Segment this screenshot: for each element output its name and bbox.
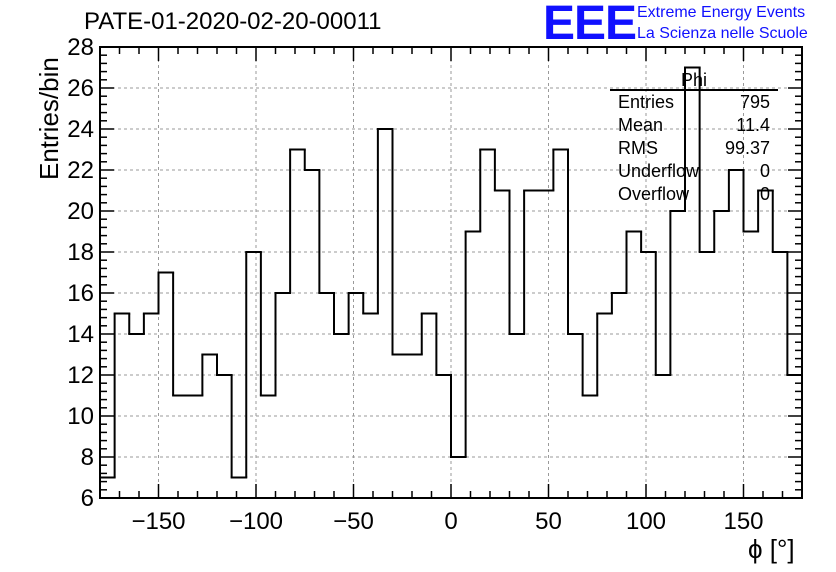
stats-value: 795 — [739, 92, 770, 112]
logo-caption-line1: Extreme Energy Events — [637, 4, 806, 21]
y-tick-label: 20 — [67, 198, 94, 225]
histogram-series — [99, 66, 803, 498]
stats-value: 11.4 — [736, 115, 770, 135]
stats-value: 99.37 — [724, 138, 770, 158]
axis-ticks — [99, 46, 803, 499]
stats-title: Phi — [680, 70, 707, 90]
y-axis-label: Entries/bin — [34, 57, 64, 180]
chart-title: PATE-01-2020-02-20-00011 — [84, 8, 382, 35]
stats-key: RMS — [618, 138, 658, 158]
y-tick-label: 8 — [81, 444, 94, 471]
y-tick-label: 16 — [67, 280, 94, 307]
stats-row: Entries 795 — [618, 92, 770, 114]
y-tick-label: 12 — [67, 362, 94, 389]
y-tick-label: 24 — [67, 116, 94, 143]
tick-labels: −150 −100 −50 0 50 100 150 6 8 10 12 14 16 18 20 22 24 26… — [67, 34, 763, 535]
x-tick-label: −150 — [131, 508, 185, 535]
stats-value: 0 — [759, 184, 770, 204]
y-tick-label: 6 — [81, 485, 94, 512]
stats-row: RMS 99.37 — [618, 138, 770, 160]
y-tick-label: 14 — [67, 321, 94, 348]
eee-logo: EEE — [543, 0, 637, 50]
y-tick-label: 18 — [67, 239, 94, 266]
stats-divider — [610, 89, 778, 91]
x-tick-label: 50 — [535, 508, 562, 535]
x-axis-label: ϕ [°] — [748, 534, 795, 564]
stats-row: Overflow 0 — [618, 184, 770, 206]
stats-key: Entries — [618, 92, 675, 112]
stats-row: Mean 11.4 — [618, 115, 770, 137]
logo-caption-line2: La Scienza nelle Scuole — [637, 25, 808, 42]
y-tick-label: 26 — [67, 75, 94, 102]
y-tick-label: 28 — [67, 34, 94, 61]
y-tick-label: 10 — [67, 403, 94, 430]
x-tick-label: 100 — [626, 508, 666, 535]
stats-row: Underflow 0 — [618, 161, 770, 183]
stats-value: 0 — [759, 161, 770, 181]
stats-key: Overflow — [618, 184, 690, 204]
stats-key: Underflow — [618, 161, 700, 181]
y-tick-label: 22 — [67, 157, 94, 184]
x-tick-label: 150 — [723, 508, 763, 535]
x-tick-label: −100 — [229, 508, 283, 535]
y-axis-label-box: Entries/bin — [4, 57, 64, 230]
x-tick-label: 0 — [444, 508, 457, 535]
x-tick-label: −50 — [333, 508, 374, 535]
stats-key: Mean — [618, 115, 664, 135]
